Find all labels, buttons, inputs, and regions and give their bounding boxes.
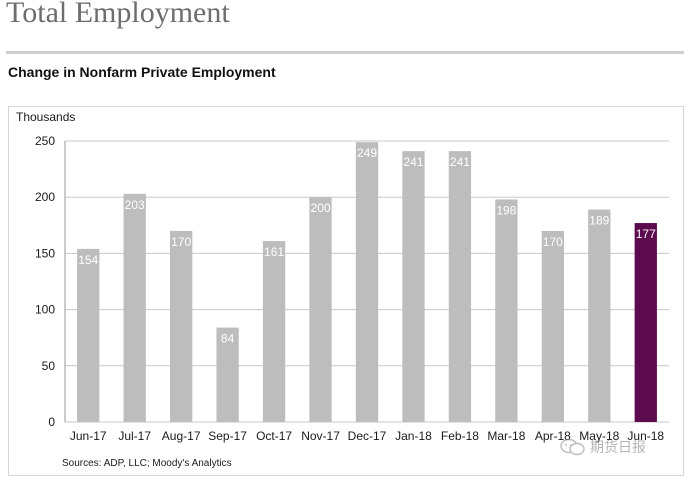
bar-value-label: 84 <box>221 332 235 346</box>
bar-jun-18 <box>634 223 657 422</box>
bar-value-label: 189 <box>589 214 609 228</box>
chart-frame: Thousands 154 203 170 84 161 200 249 241 241 198 1… <box>8 106 684 476</box>
bar-oct-17 <box>262 241 286 422</box>
bar-value-label: 241 <box>403 155 423 169</box>
y-tick-label: 0 <box>48 415 55 429</box>
page-title: Total Employment <box>6 0 230 29</box>
watermark-text: 期货日报 <box>590 440 646 456</box>
x-tick-label: May-18 <box>579 429 619 443</box>
bar-value-label: 170 <box>171 235 191 249</box>
bar-value-label: 249 <box>357 146 377 160</box>
watermark: 期货日报 <box>560 437 646 457</box>
y-tick-label: 150 <box>35 246 55 260</box>
x-tick-label: Jun-18 <box>627 429 664 443</box>
x-tick-label: Jul-17 <box>118 429 151 443</box>
bar-value-label: 241 <box>450 155 470 169</box>
bar-jan-18 <box>402 151 425 422</box>
x-tick-label: Nov-17 <box>301 429 340 443</box>
tick-labels: 0 50 100 150 200 250 Jun-17 Jul-17 Aug-17 Sep-17 O… <box>35 134 664 443</box>
x-tick-label: Jun-17 <box>70 429 107 443</box>
bar-aug-17 <box>170 230 193 422</box>
bars: 154 203 170 84 161 200 249 241 241 198 170 189 177 <box>77 142 657 422</box>
y-tick-label: 250 <box>35 134 55 148</box>
chart-title: Change in Nonfarm Private Employment <box>8 64 276 80</box>
bar-sep-17 <box>216 327 239 422</box>
bar-dec-17 <box>355 142 379 422</box>
x-tick-label: Apr-18 <box>535 429 571 443</box>
bar-jun-17 <box>77 248 100 422</box>
y-tick-label: 50 <box>42 359 56 373</box>
x-tick-label: Feb-18 <box>441 429 479 443</box>
bar-apr-18 <box>541 230 564 422</box>
wechat-icon <box>560 438 585 456</box>
x-tick-label: Oct-17 <box>256 429 292 443</box>
x-tick-label: Aug-17 <box>162 429 201 443</box>
bar-value-label: 161 <box>264 245 284 259</box>
y-tick-label: 200 <box>35 190 55 204</box>
source-note: Sources: ADP, LLC; Moody's Analytics <box>62 458 232 469</box>
bar-feb-18 <box>448 151 472 422</box>
x-tick-label: Jan-18 <box>395 429 432 443</box>
bar-jul-17 <box>123 193 146 422</box>
bar-value-label: 170 <box>543 235 563 249</box>
bar-may-18 <box>588 209 611 422</box>
bar-value-label: 177 <box>636 227 656 241</box>
y-tick-label: 100 <box>35 303 55 317</box>
bar-mar-18 <box>495 199 518 422</box>
x-tick-label: Mar-18 <box>487 429 525 443</box>
x-tick-label: Sep-17 <box>208 429 247 443</box>
x-tick-label: Dec-17 <box>348 429 387 443</box>
y-axis-unit-label: Thousands <box>16 110 75 124</box>
title-divider <box>6 51 684 54</box>
bar-nov-17 <box>309 197 332 422</box>
bar-value-label: 200 <box>311 201 331 215</box>
bar-value-label: 198 <box>496 203 516 217</box>
bar-value-label: 203 <box>125 198 145 212</box>
bar-value-label: 154 <box>78 253 98 267</box>
